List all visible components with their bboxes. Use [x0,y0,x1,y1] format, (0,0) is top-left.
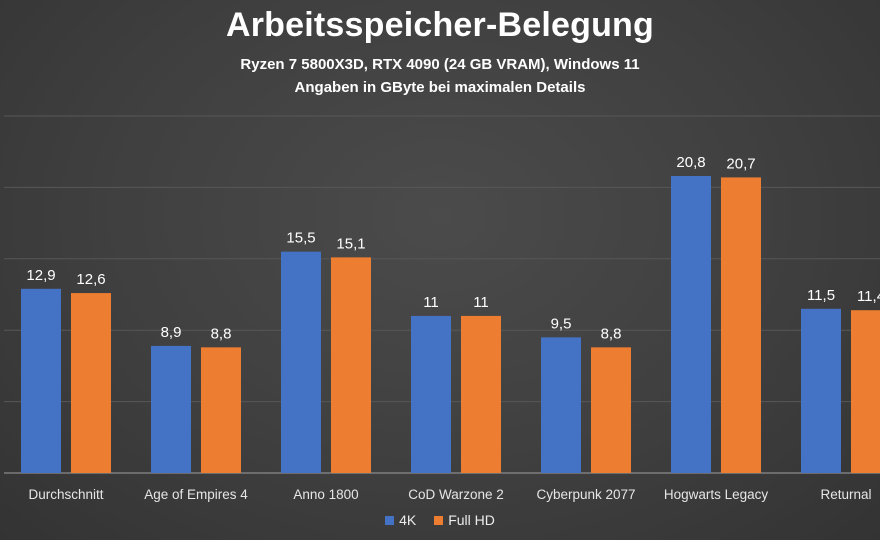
data-label-4k-hogwarts-legacy: 20,8 [676,154,705,171]
data-label-full-hd-age-of-empires-4: 8,8 [211,325,232,342]
bar-4k-cod-warzone-2 [411,315,451,473]
data-label-4k-anno-1800: 15,5 [286,230,315,247]
legend-swatch-full-hd [434,515,444,525]
bar-full-hd-returnal [851,310,880,473]
bar-full-hd-cod-warzone-2 [461,315,501,473]
bar-full-hd-durchschnitt [71,293,111,473]
chart-legend: 4K Full HD [0,512,880,528]
bar-4k-cyberpunk-2077 [541,337,581,473]
x-tick-label-returnal: Returnal [820,487,871,502]
data-label-4k-durchschnitt: 12,9 [26,267,55,284]
bar-4k-hogwarts-legacy [671,175,711,473]
data-label-full-hd-cod-warzone-2: 11 [473,294,489,311]
data-label-4k-cyberpunk-2077: 9,5 [551,315,572,332]
x-tick-label-cod-warzone-2: CoD Warzone 2 [408,487,504,502]
bar-full-hd-cyberpunk-2077 [591,347,631,473]
bar-full-hd-age-of-empires-4 [201,347,241,473]
x-tick-label-age-of-empires-4: Age of Empires 4 [144,487,248,502]
data-label-full-hd-returnal: 11,4 [857,288,880,305]
legend-item-4k: 4K [385,512,416,528]
legend-label-4k: 4K [399,512,417,528]
data-label-full-hd-cyberpunk-2077: 8,8 [601,325,622,342]
bar-full-hd-hogwarts-legacy [721,177,761,474]
legend-item-full-hd: Full HD [434,512,495,528]
chart-subtitle-line-1: Ryzen 7 5800X3D, RTX 4090 (24 GB VRAM), … [240,56,640,73]
x-tick-label-hogwarts-legacy: Hogwarts Legacy [664,487,769,502]
x-tick-label-anno-1800: Anno 1800 [293,487,358,502]
data-label-full-hd-anno-1800: 15,1 [336,235,365,252]
data-label-full-hd-hogwarts-legacy: 20,7 [726,155,755,172]
bar-4k-returnal [801,308,841,473]
data-label-4k-returnal: 11,5 [807,287,835,304]
x-tick-label-durchschnitt: Durchschnitt [28,487,103,502]
bar-full-hd-anno-1800 [331,257,371,473]
legend-label-full-hd: Full HD [448,512,495,528]
data-label-4k-age-of-empires-4: 8,9 [161,324,182,341]
chart-title: Arbeitsspeicher-Belegung [225,6,654,44]
chart-subtitle-line-2: Angaben in GByte bei maximalen Details [294,79,586,96]
data-label-4k-cod-warzone-2: 11 [423,294,439,311]
x-tick-label-cyberpunk-2077: Cyberpunk 2077 [536,487,635,502]
data-label-full-hd-durchschnitt: 12,6 [76,271,105,288]
bar-4k-durchschnitt [21,288,61,473]
bar-4k-anno-1800 [281,251,321,473]
bar-4k-age-of-empires-4 [151,345,191,473]
legend-swatch-4k [385,515,395,525]
